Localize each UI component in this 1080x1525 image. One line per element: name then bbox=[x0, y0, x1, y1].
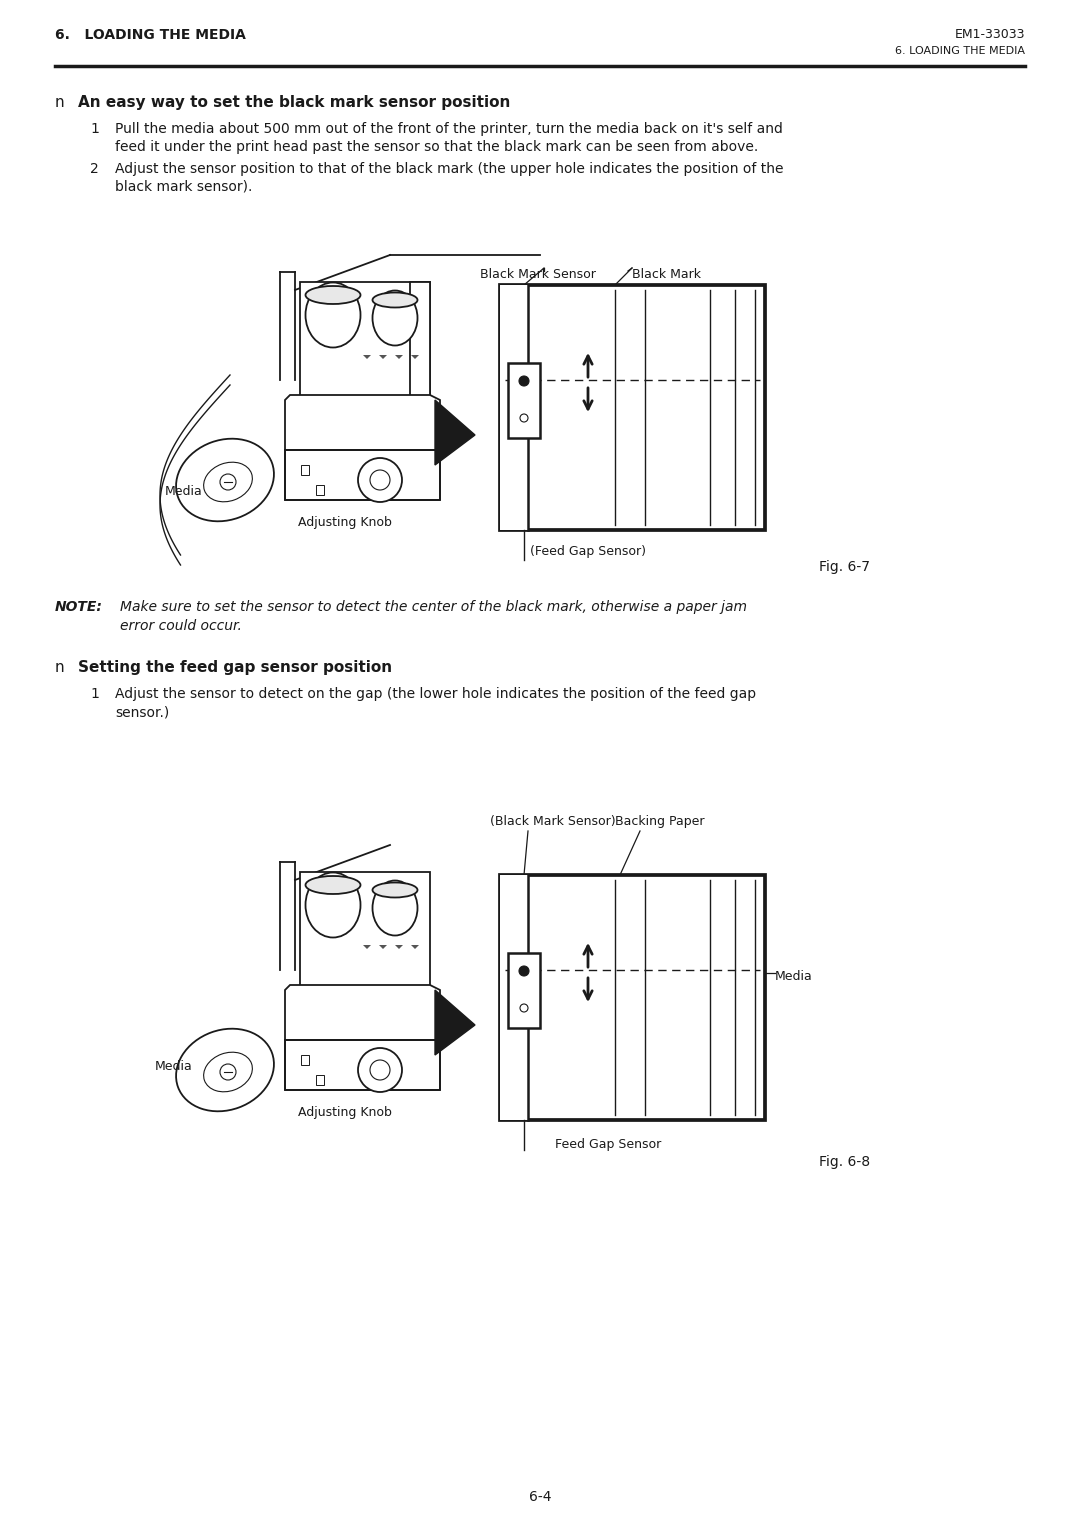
Text: n: n bbox=[55, 95, 65, 110]
Ellipse shape bbox=[176, 1029, 274, 1112]
Bar bbox=[301, 1055, 309, 1064]
Text: (Feed Gap Sensor): (Feed Gap Sensor) bbox=[530, 544, 646, 558]
Polygon shape bbox=[372, 355, 379, 358]
Bar bbox=[508, 953, 540, 1028]
Circle shape bbox=[357, 1048, 402, 1092]
Bar bbox=[508, 363, 540, 438]
Text: 2: 2 bbox=[521, 398, 527, 409]
Bar bbox=[316, 1075, 324, 1084]
Polygon shape bbox=[363, 355, 372, 358]
Ellipse shape bbox=[373, 880, 418, 935]
Polygon shape bbox=[285, 985, 440, 1040]
Ellipse shape bbox=[204, 462, 253, 502]
Ellipse shape bbox=[176, 439, 274, 522]
Text: EM1-33033: EM1-33033 bbox=[955, 27, 1025, 41]
Text: 6.   LOADING THE MEDIA: 6. LOADING THE MEDIA bbox=[55, 27, 246, 43]
Text: NOTE:: NOTE: bbox=[55, 599, 103, 615]
Ellipse shape bbox=[306, 282, 361, 348]
Circle shape bbox=[370, 1060, 390, 1080]
Polygon shape bbox=[285, 395, 440, 450]
Polygon shape bbox=[387, 946, 395, 949]
Ellipse shape bbox=[373, 290, 418, 346]
Ellipse shape bbox=[306, 872, 361, 938]
Text: Adjusting Knob: Adjusting Knob bbox=[298, 1106, 392, 1119]
Text: An easy way to set the black mark sensor position: An easy way to set the black mark sensor… bbox=[78, 95, 511, 110]
Polygon shape bbox=[300, 872, 430, 990]
Circle shape bbox=[519, 1003, 528, 1013]
Text: Backing Paper: Backing Paper bbox=[615, 814, 704, 828]
Bar bbox=[316, 485, 324, 496]
Polygon shape bbox=[395, 946, 403, 949]
Text: 6-4: 6-4 bbox=[529, 1490, 551, 1504]
Ellipse shape bbox=[306, 287, 361, 303]
Ellipse shape bbox=[306, 875, 361, 894]
Polygon shape bbox=[387, 355, 395, 358]
Text: (Black Mark Sensor): (Black Mark Sensor) bbox=[490, 814, 616, 828]
Text: 1: 1 bbox=[90, 122, 99, 136]
Text: Fig. 6-7: Fig. 6-7 bbox=[819, 560, 870, 573]
Text: Pull the media about 500 mm out of the front of the printer, turn the media back: Pull the media about 500 mm out of the f… bbox=[114, 122, 783, 136]
Circle shape bbox=[370, 470, 390, 490]
Text: feed it under the print head past the sensor so that the black mark can be seen : feed it under the print head past the se… bbox=[114, 140, 758, 154]
Polygon shape bbox=[363, 946, 372, 949]
Bar bbox=[301, 465, 309, 474]
Text: Media: Media bbox=[775, 970, 813, 984]
Polygon shape bbox=[411, 355, 419, 358]
Polygon shape bbox=[379, 946, 387, 949]
Text: Adjust the sensor to detect on the gap (the lower hole indicates the position of: Adjust the sensor to detect on the gap (… bbox=[114, 686, 756, 702]
Text: Adjust the sensor position to that of the black mark (the upper hole indicates t: Adjust the sensor position to that of th… bbox=[114, 162, 783, 175]
Circle shape bbox=[357, 458, 402, 502]
Ellipse shape bbox=[373, 883, 418, 898]
Polygon shape bbox=[285, 450, 440, 500]
Circle shape bbox=[220, 474, 237, 490]
Text: sensor.): sensor.) bbox=[114, 706, 170, 720]
Circle shape bbox=[220, 1064, 237, 1080]
Polygon shape bbox=[403, 946, 411, 949]
Polygon shape bbox=[285, 1040, 440, 1090]
Text: 2: 2 bbox=[521, 988, 527, 997]
Text: 2: 2 bbox=[90, 162, 98, 175]
Text: error could occur.: error could occur. bbox=[120, 619, 242, 633]
Polygon shape bbox=[435, 990, 475, 1055]
Polygon shape bbox=[410, 282, 430, 400]
Text: n: n bbox=[55, 660, 65, 676]
Text: Adjusting Knob: Adjusting Knob bbox=[298, 515, 392, 529]
Polygon shape bbox=[372, 946, 379, 949]
Bar bbox=[500, 875, 765, 1119]
Polygon shape bbox=[411, 946, 419, 949]
Polygon shape bbox=[500, 285, 528, 531]
Text: 6. LOADING THE MEDIA: 6. LOADING THE MEDIA bbox=[895, 46, 1025, 56]
Text: Make sure to set the sensor to detect the center of the black mark, otherwise a : Make sure to set the sensor to detect th… bbox=[120, 599, 747, 615]
Text: Black Mark: Black Mark bbox=[632, 268, 701, 281]
Text: Fig. 6-8: Fig. 6-8 bbox=[819, 1154, 870, 1170]
Text: Media: Media bbox=[156, 1060, 192, 1074]
Polygon shape bbox=[379, 355, 387, 358]
Text: black mark sensor).: black mark sensor). bbox=[114, 180, 253, 194]
Circle shape bbox=[519, 377, 529, 386]
Polygon shape bbox=[395, 355, 403, 358]
Text: Media: Media bbox=[165, 485, 203, 499]
Polygon shape bbox=[435, 400, 475, 465]
Polygon shape bbox=[355, 946, 363, 949]
Circle shape bbox=[519, 965, 529, 976]
Polygon shape bbox=[300, 282, 430, 400]
Ellipse shape bbox=[373, 293, 418, 308]
Circle shape bbox=[519, 413, 528, 422]
Text: Feed Gap Sensor: Feed Gap Sensor bbox=[555, 1138, 661, 1151]
Text: Black Mark Sensor: Black Mark Sensor bbox=[480, 268, 596, 281]
Polygon shape bbox=[355, 355, 363, 358]
Text: 1: 1 bbox=[90, 686, 99, 702]
Polygon shape bbox=[403, 355, 411, 358]
Ellipse shape bbox=[204, 1052, 253, 1092]
Bar bbox=[500, 285, 765, 531]
Polygon shape bbox=[500, 875, 528, 1119]
Text: Setting the feed gap sensor position: Setting the feed gap sensor position bbox=[78, 660, 392, 676]
